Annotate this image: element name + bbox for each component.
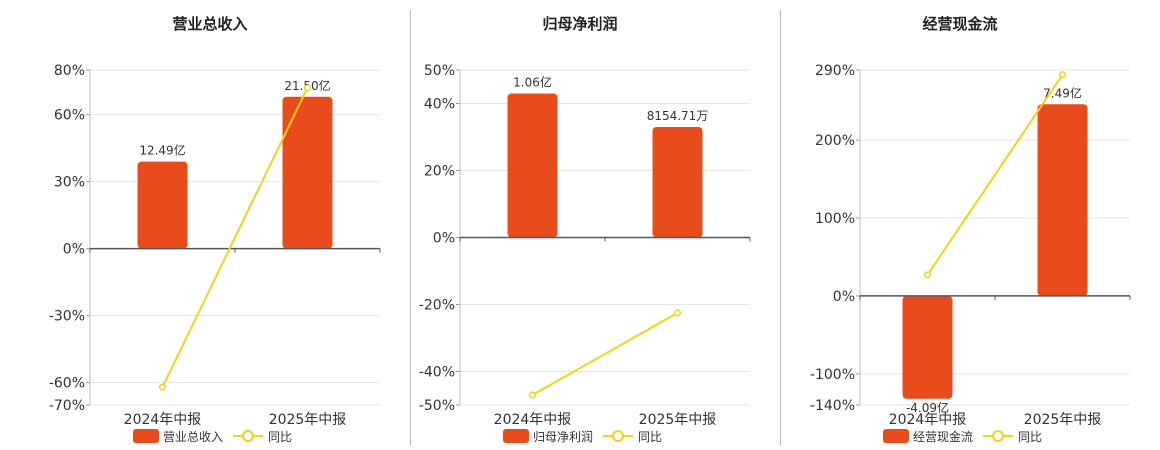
bar-value-label: 7.49亿 [1043, 85, 1082, 100]
x-tick-label: 2025年中报 [639, 412, 717, 428]
legend-line-marker [992, 430, 1004, 442]
legend-bar-swatch [503, 429, 529, 443]
y-tick-label: -140% [810, 398, 855, 414]
legend-line-marker [242, 430, 254, 442]
chart-title: 营业总收入 [172, 15, 247, 33]
legend-bar-swatch [883, 429, 909, 443]
x-tick-label: 2025年中报 [1024, 412, 1102, 428]
y-tick-label: 30% [54, 175, 85, 191]
y-tick-label: 0% [433, 231, 455, 247]
bar-value-label: 12.49亿 [139, 143, 185, 158]
bar [137, 161, 188, 249]
y-tick-label: -20% [419, 298, 455, 314]
bar-value-label: 1.06亿 [513, 74, 552, 89]
x-tick-label: 2024年中报 [889, 412, 967, 428]
bar [282, 96, 333, 249]
panel-divider [410, 10, 411, 445]
y-tick-label: 100% [815, 211, 855, 227]
yoy-point [673, 309, 682, 317]
yoy-point [303, 84, 312, 92]
bar [902, 295, 953, 399]
legend-line-marker [612, 430, 624, 442]
panel-divider [780, 10, 781, 445]
legend-bar-label: 营业总收入 [163, 430, 223, 444]
yoy-point [158, 383, 167, 391]
bar [507, 93, 558, 238]
legend-bar-label: 经营现金流 [913, 429, 973, 444]
yoy-point [1058, 71, 1067, 79]
yoy-point [528, 391, 537, 399]
chart-title: 经营现金流 [922, 15, 997, 33]
legend-line-label: 同比 [1018, 430, 1042, 444]
x-tick-label: 2025年中报 [269, 412, 347, 428]
legend-line-label: 同比 [638, 430, 662, 444]
x-tick-label: 2024年中报 [124, 412, 202, 428]
yoy-line [926, 74, 1064, 276]
yoy-point [923, 271, 932, 279]
x-tick-label: 2024年中报 [494, 412, 572, 428]
bar [1037, 104, 1088, 296]
y-tick-label: -50% [419, 398, 455, 414]
yoy-line [532, 312, 678, 396]
legend-bar-label: 归母净利润 [533, 430, 593, 444]
y-tick-label: 80% [54, 63, 85, 79]
bar-value-label: 8154.71万 [647, 109, 709, 123]
y-tick-label: -60% [49, 376, 85, 392]
y-tick-label: 200% [815, 133, 855, 149]
y-tick-label: 50% [424, 63, 455, 79]
y-tick-label: -40% [419, 365, 455, 381]
y-tick-label: 60% [54, 108, 85, 124]
y-tick-label: 20% [424, 164, 455, 180]
legend-line-label: 同比 [268, 430, 292, 444]
y-tick-label: 0% [63, 242, 85, 258]
y-tick-label: 290% [815, 63, 855, 79]
y-tick-label: 0% [833, 289, 855, 305]
y-tick-label: -70% [49, 398, 85, 414]
chart-title: 归母净利润 [542, 15, 617, 33]
y-tick-label: -30% [49, 309, 85, 325]
yoy-line [161, 87, 309, 388]
bar-value-label: -4.09亿 [906, 400, 949, 415]
legend-bar-swatch [133, 429, 159, 443]
y-tick-label: 40% [424, 97, 455, 113]
y-tick-label: -100% [810, 367, 855, 383]
bar [652, 126, 703, 238]
